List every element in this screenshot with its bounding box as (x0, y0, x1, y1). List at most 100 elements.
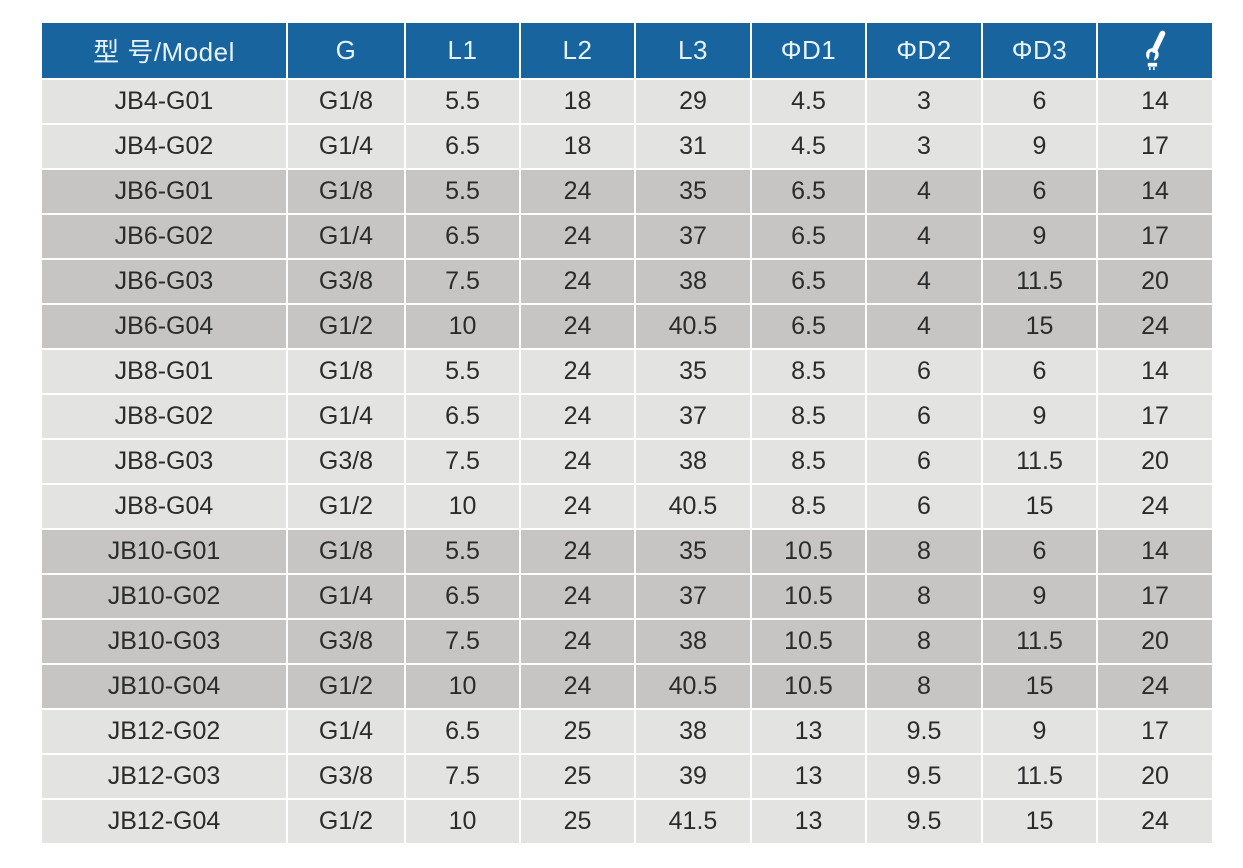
value-cell: 11.5 (983, 620, 1096, 663)
value-cell: 8.5 (752, 485, 865, 528)
value-cell: 18 (521, 125, 634, 168)
model-cell: JB6-G03 (42, 260, 286, 303)
model-cell: JB8-G01 (42, 350, 286, 393)
value-cell: 24 (521, 665, 634, 708)
value-cell: 6.5 (752, 215, 865, 258)
table-row: JB10-G02 G1/4 6.5 24 37 10.5 8 9 17 (42, 575, 1212, 618)
value-cell: 6 (867, 485, 981, 528)
column-header-l3: L3 (636, 23, 750, 78)
value-cell: 35 (636, 170, 750, 213)
value-cell: 24 (521, 575, 634, 618)
value-cell: G1/8 (288, 350, 404, 393)
value-cell: G1/4 (288, 395, 404, 438)
value-cell: 24 (521, 350, 634, 393)
table-row: JB10-G03 G3/8 7.5 24 38 10.5 8 11.5 20 (42, 620, 1212, 663)
header-row: 型 号/Model G L1 L2 L3 ΦD1 ΦD2 ΦD3 (42, 23, 1212, 78)
value-cell: G1/2 (288, 485, 404, 528)
wrench-icon (1146, 30, 1166, 70)
table-row: JB4-G02 G1/4 6.5 18 31 4.5 3 9 17 (42, 125, 1212, 168)
column-header-wrench (1098, 23, 1212, 78)
value-cell: 35 (636, 350, 750, 393)
value-cell: 13 (752, 800, 865, 843)
value-cell: G1/8 (288, 530, 404, 573)
value-cell: 6.5 (752, 170, 865, 213)
column-header-d3: ΦD3 (983, 23, 1096, 78)
table-row: JB10-G04 G1/2 10 24 40.5 10.5 8 15 24 (42, 665, 1212, 708)
value-cell: 38 (636, 260, 750, 303)
value-cell: 8.5 (752, 395, 865, 438)
value-cell: 6 (867, 395, 981, 438)
value-cell: 24 (1098, 665, 1212, 708)
table-row: JB6-G03 G3/8 7.5 24 38 6.5 4 11.5 20 (42, 260, 1212, 303)
value-cell: 10 (406, 800, 519, 843)
value-cell: 24 (521, 395, 634, 438)
value-cell: 14 (1098, 350, 1212, 393)
value-cell: 25 (521, 800, 634, 843)
column-header-d1: ΦD1 (752, 23, 865, 78)
model-cell: JB6-G04 (42, 305, 286, 348)
value-cell: 14 (1098, 530, 1212, 573)
value-cell: 7.5 (406, 260, 519, 303)
value-cell: 8.5 (752, 440, 865, 483)
value-cell: 4 (867, 260, 981, 303)
value-cell: 6 (983, 80, 1096, 123)
value-cell: 40.5 (636, 665, 750, 708)
model-cell: JB4-G02 (42, 125, 286, 168)
value-cell: 15 (983, 800, 1096, 843)
value-cell: 3 (867, 125, 981, 168)
value-cell: 6 (867, 350, 981, 393)
value-cell: 5.5 (406, 530, 519, 573)
value-cell: 25 (521, 710, 634, 753)
value-cell: 9.5 (867, 755, 981, 798)
value-cell: 38 (636, 440, 750, 483)
table-row: JB8-G03 G3/8 7.5 24 38 8.5 6 11.5 20 (42, 440, 1212, 483)
model-cell: JB10-G02 (42, 575, 286, 618)
model-cell: JB10-G04 (42, 665, 286, 708)
value-cell: 9.5 (867, 800, 981, 843)
value-cell: 38 (636, 620, 750, 663)
value-cell: 8 (867, 530, 981, 573)
value-cell: 15 (983, 485, 1096, 528)
value-cell: 9 (983, 575, 1096, 618)
table-row: JB6-G01 G1/8 5.5 24 35 6.5 4 6 14 (42, 170, 1212, 213)
column-header-d2: ΦD2 (867, 23, 981, 78)
value-cell: 6.5 (406, 125, 519, 168)
value-cell: 24 (521, 530, 634, 573)
model-cell: JB6-G02 (42, 215, 286, 258)
value-cell: 10.5 (752, 575, 865, 618)
value-cell: 24 (521, 485, 634, 528)
model-cell: JB10-G01 (42, 530, 286, 573)
value-cell: 10 (406, 665, 519, 708)
value-cell: 8 (867, 620, 981, 663)
value-cell: 20 (1098, 440, 1212, 483)
value-cell: 37 (636, 395, 750, 438)
value-cell: 4.5 (752, 125, 865, 168)
value-cell: 13 (752, 755, 865, 798)
value-cell: 41.5 (636, 800, 750, 843)
value-cell: 37 (636, 575, 750, 618)
value-cell: 9 (983, 395, 1096, 438)
value-cell: 38 (636, 710, 750, 753)
value-cell: 37 (636, 215, 750, 258)
value-cell: 24 (1098, 305, 1212, 348)
value-cell: 10.5 (752, 530, 865, 573)
value-cell: 10 (406, 305, 519, 348)
value-cell: 24 (521, 305, 634, 348)
table-row: JB10-G01 G1/8 5.5 24 35 10.5 8 6 14 (42, 530, 1212, 573)
value-cell: 4 (867, 215, 981, 258)
value-cell: G3/8 (288, 620, 404, 663)
value-cell: 14 (1098, 170, 1212, 213)
value-cell: 6 (983, 170, 1096, 213)
model-cell: JB12-G03 (42, 755, 286, 798)
value-cell: 9 (983, 710, 1096, 753)
table-row: JB8-G02 G1/4 6.5 24 37 8.5 6 9 17 (42, 395, 1212, 438)
value-cell: 17 (1098, 125, 1212, 168)
value-cell: 31 (636, 125, 750, 168)
value-cell: 7.5 (406, 755, 519, 798)
value-cell: 5.5 (406, 80, 519, 123)
value-cell: 5.5 (406, 350, 519, 393)
value-cell: 24 (1098, 485, 1212, 528)
value-cell: 18 (521, 80, 634, 123)
value-cell: 40.5 (636, 305, 750, 348)
value-cell: G1/4 (288, 575, 404, 618)
